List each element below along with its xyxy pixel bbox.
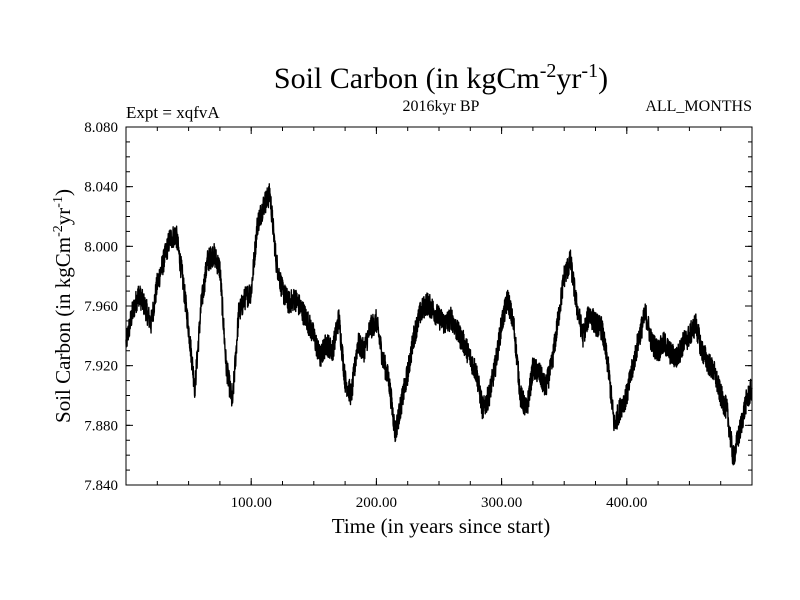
subtitle-right: ALL_MONTHS — [645, 98, 752, 115]
chart-title: Soil Carbon (in kgCm-2yr-1) — [274, 60, 608, 95]
y-tick-label: 8.040 — [84, 180, 118, 196]
y-tick-label: 8.080 — [84, 120, 118, 136]
title-sup-1: -2 — [540, 60, 557, 82]
subtitle-center: 2016kyr BP — [403, 98, 480, 115]
y-tick-label: 7.960 — [84, 299, 118, 315]
y-tick-label: 7.880 — [84, 418, 118, 434]
ylabel-sup-1: -2 — [51, 225, 66, 237]
y-tick-label: 7.920 — [84, 359, 118, 375]
x-tick-label: 200.00 — [356, 495, 397, 511]
x-tick-label: 300.00 — [481, 495, 522, 511]
series-layer — [125, 183, 753, 466]
title-main: Soil Carbon (in kgCm — [274, 62, 540, 95]
title-end: ) — [598, 62, 608, 95]
ylabel-main: Soil Carbon (in kgCm — [51, 237, 75, 423]
title-mid: yr — [556, 62, 581, 95]
y-axis-label: Soil Carbon (in kgCm-2yr-1) — [51, 189, 75, 423]
x-tick-label: 100.00 — [231, 495, 272, 511]
y-axis: 7.840 7.880 7.920 7.960 8.000 8.040 8.080 — [84, 120, 752, 494]
y-tick-label: 7.840 — [84, 478, 118, 494]
title-sup-2: -1 — [581, 60, 598, 82]
ylabel-end: ) — [51, 189, 75, 196]
subtitle-left: Expt = xqfvA — [126, 103, 220, 122]
y-tick-label: 8.000 — [84, 239, 118, 255]
series-line — [125, 183, 753, 466]
x-tick-label: 400.00 — [606, 495, 647, 511]
x-axis: 100.00 200.00 300.00 400.00 — [156, 127, 722, 511]
x-axis-label: Time (in years since start) — [332, 514, 551, 538]
ylabel-sup-2: -1 — [51, 196, 66, 208]
ylabel-mid: yr — [51, 208, 75, 226]
